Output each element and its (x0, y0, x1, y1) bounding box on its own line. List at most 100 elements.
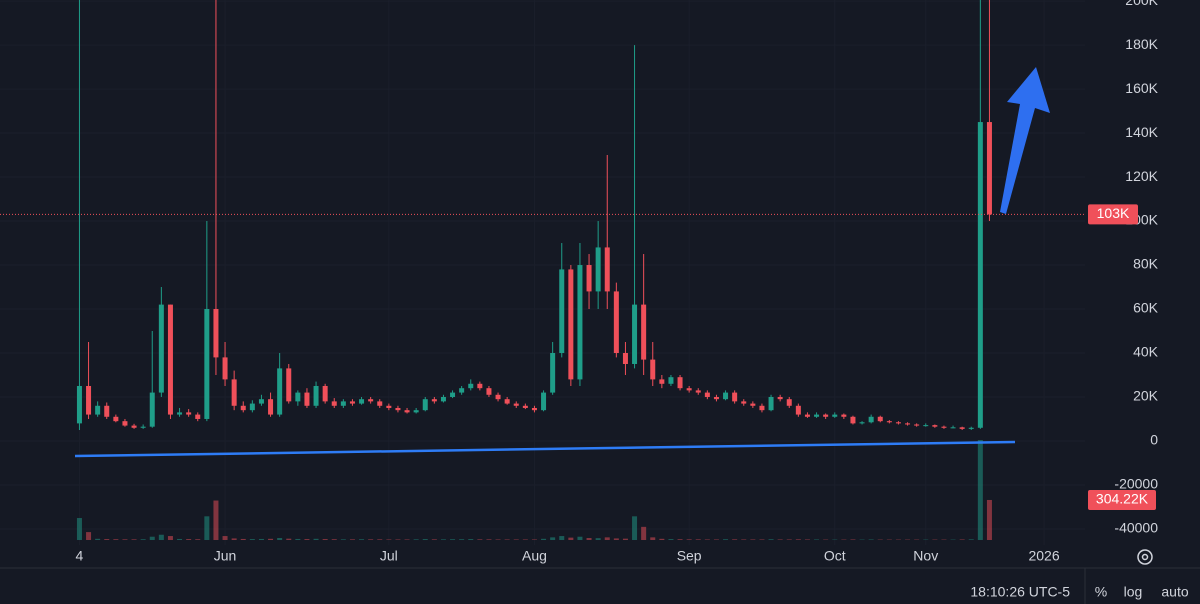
volume-bar (258, 538, 264, 540)
candle-body (431, 399, 437, 402)
volume-bar (850, 539, 856, 540)
candle-body (641, 304, 647, 360)
volume-bar (295, 538, 301, 540)
volume-bar (231, 538, 237, 540)
candle-body (977, 122, 983, 428)
candle-body (377, 401, 383, 406)
volume-bar (113, 539, 119, 540)
candle-body (850, 416, 856, 424)
candle-body (277, 368, 283, 415)
candle-body (222, 357, 228, 380)
volume-bar (986, 499, 992, 540)
settings-icon-core (1141, 553, 1149, 561)
candle-body (859, 422, 865, 424)
candle-body (313, 385, 319, 406)
candle-body (258, 399, 264, 404)
candle-body (586, 265, 592, 292)
candle-body (340, 401, 346, 406)
percent-toggle[interactable]: % (1095, 584, 1107, 600)
volume-bar (131, 539, 137, 540)
candle-body (723, 392, 729, 400)
candle-body (932, 425, 938, 427)
y-tick-label: 20K (1133, 388, 1159, 404)
volume-bar (632, 516, 638, 540)
candle-body (622, 352, 628, 364)
candle-body (140, 426, 146, 428)
candle-body (613, 291, 619, 353)
time-label: 18:10:26 UTC-5 (970, 584, 1070, 600)
candle-body (368, 399, 374, 402)
volume-bar (286, 538, 292, 540)
y-tick-label: 160K (1125, 80, 1158, 96)
candle-body (777, 396, 783, 400)
volume-bar (158, 534, 164, 540)
candle-body (732, 392, 738, 402)
candle-body (268, 399, 274, 415)
log-toggle[interactable]: log (1124, 584, 1143, 600)
volume-bar (431, 539, 437, 540)
volume-bar (513, 539, 519, 540)
candle-body (177, 412, 183, 415)
volume-bar (677, 539, 683, 540)
candle-body (486, 388, 492, 395)
candle-body (741, 401, 747, 404)
candle-body (386, 405, 392, 408)
candle-body (186, 412, 192, 415)
candle-body (304, 392, 310, 406)
candle-body (395, 407, 401, 411)
candle-body (249, 403, 255, 411)
candle-body (213, 309, 219, 358)
volume-bar (641, 526, 647, 540)
candle-body (959, 427, 965, 429)
candle-body (832, 414, 838, 417)
x-tick-label: Jul (380, 548, 398, 564)
candle-body (76, 385, 82, 424)
volume-label-box (1088, 489, 1156, 510)
settings-icon[interactable] (1137, 549, 1153, 565)
volume-bar (977, 440, 983, 540)
price-label: 103K (1097, 205, 1130, 221)
candle-body (86, 385, 92, 415)
volume-bar (559, 536, 565, 540)
volume-bar (104, 539, 110, 540)
candle-body (750, 403, 756, 406)
candle-body (195, 414, 201, 419)
auto-toggle[interactable]: auto (1161, 584, 1188, 600)
candle-body (895, 422, 901, 424)
candle-body (559, 269, 565, 353)
candle-body (122, 421, 128, 426)
candle-body (941, 426, 947, 428)
candle-body (204, 309, 210, 419)
candle-body (550, 352, 556, 393)
volume-bar (659, 538, 665, 540)
volume-bar (240, 538, 246, 540)
volume-bar (177, 538, 183, 540)
candle-body (131, 425, 137, 428)
candle-body (286, 368, 292, 402)
volume-bar (668, 539, 674, 540)
volume-bar (959, 539, 965, 540)
volume-bar (95, 538, 101, 540)
candle-body (504, 399, 510, 404)
volume-bar (750, 539, 756, 540)
y-tick-label: 60K (1133, 300, 1159, 316)
volume-bar (195, 539, 201, 540)
volume-bar (968, 539, 974, 540)
volume-bar (713, 539, 719, 540)
volume-bar (595, 538, 601, 540)
candle-body (686, 388, 692, 391)
candle-body (541, 392, 547, 411)
volume-bar (422, 539, 428, 540)
candle-body (422, 399, 428, 411)
volume-bar (249, 539, 255, 540)
candle-body (95, 405, 101, 415)
volume-bar (395, 539, 401, 540)
y-tick-label: 120K (1125, 168, 1158, 184)
candle-body (877, 416, 883, 422)
candle-body (659, 379, 665, 384)
x-tick-label: Jun (214, 548, 237, 564)
price-label-box (1088, 204, 1138, 225)
volume-bar (723, 539, 729, 540)
volume-bar (804, 539, 810, 540)
